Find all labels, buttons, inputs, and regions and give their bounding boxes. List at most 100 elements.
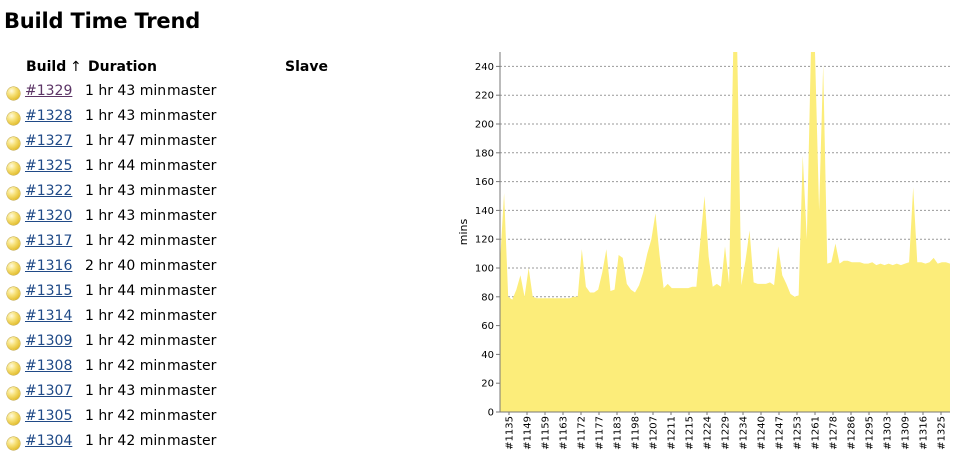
build-link[interactable]: #1320 — [25, 208, 73, 224]
duration-column-header[interactable]: Duration — [88, 59, 158, 75]
x-tick-label: #1247 — [775, 416, 786, 450]
x-tick-label: #1295 — [865, 416, 876, 450]
yellow-ball-icon — [7, 112, 20, 125]
table-row: #1322 1 hr 43 min master — [0, 181, 400, 206]
build-duration: 1 hr 44 min — [85, 283, 167, 299]
build-link[interactable]: #1328 — [25, 108, 73, 124]
build-slave: master — [167, 83, 217, 99]
build-slave: master — [167, 333, 217, 349]
x-tick-label: #1149 — [523, 416, 534, 450]
yellow-ball-icon — [7, 387, 20, 400]
x-tick-label: #1253 — [793, 416, 804, 450]
y-tick-label: 240 — [475, 62, 494, 73]
build-link[interactable]: #1309 — [25, 333, 73, 349]
build-link[interactable]: #1327 — [25, 133, 73, 149]
x-tick-label: #1261 — [811, 416, 822, 450]
table-row: #1309 1 hr 42 min master — [0, 331, 400, 356]
yellow-ball-icon — [7, 362, 20, 375]
table-row: #1316 2 hr 40 min master — [0, 256, 400, 281]
build-link[interactable]: #1304 — [25, 433, 73, 449]
build-duration: 1 hr 43 min — [85, 208, 167, 224]
x-tick-label: #1325 — [937, 416, 948, 450]
x-tick-label: #1278 — [829, 416, 840, 450]
build-link[interactable]: #1307 — [25, 383, 73, 399]
build-duration: 1 hr 47 min — [85, 133, 167, 149]
build-link[interactable]: #1308 — [25, 358, 73, 374]
build-slave: master — [167, 208, 217, 224]
x-tick-label: #1135 — [505, 416, 516, 450]
table-row: #1308 1 hr 42 min master — [0, 356, 400, 381]
x-tick-label: #1163 — [559, 416, 570, 450]
build-link[interactable]: #1305 — [25, 408, 73, 424]
y-axis-label: mins — [457, 218, 470, 245]
y-tick-label: 140 — [475, 206, 494, 217]
x-tick-label: #1240 — [757, 416, 768, 450]
y-tick-label: 20 — [481, 379, 494, 390]
y-tick-label: 180 — [475, 148, 494, 159]
x-tick-label: #1183 — [613, 416, 624, 450]
sort-ascending-icon[interactable]: ↑ — [70, 59, 82, 75]
x-tick-label: #1211 — [667, 416, 678, 450]
build-slave: master — [167, 108, 217, 124]
build-duration-area — [500, 52, 950, 412]
build-link[interactable]: #1322 — [25, 183, 73, 199]
x-tick-label: #1177 — [595, 416, 606, 450]
yellow-ball-icon — [7, 237, 20, 250]
table-row: #1314 1 hr 42 min master — [0, 306, 400, 331]
table-row: #1304 1 hr 42 min master — [0, 431, 400, 456]
x-tick-label: #1234 — [739, 416, 750, 450]
y-tick-label: 100 — [475, 264, 494, 275]
build-link[interactable]: #1315 — [25, 283, 73, 299]
build-link[interactable]: #1316 — [25, 258, 73, 274]
x-tick-label: #1286 — [847, 416, 858, 450]
build-duration: 1 hr 42 min — [85, 433, 167, 449]
table-row: #1328 1 hr 43 min master — [0, 106, 400, 131]
y-tick-label: 40 — [481, 350, 494, 361]
x-tick-label: #1316 — [919, 416, 930, 450]
build-column-header[interactable]: Build — [26, 59, 67, 75]
table-row: #1305 1 hr 42 min master — [0, 406, 400, 431]
build-duration: 1 hr 42 min — [85, 358, 167, 374]
build-duration: 2 hr 40 min — [85, 258, 167, 274]
yellow-ball-icon — [7, 212, 20, 225]
y-tick-label: 200 — [475, 120, 494, 131]
table-row: #1315 1 hr 44 min master — [0, 281, 400, 306]
build-slave: master — [167, 383, 217, 399]
y-tick-label: 0 — [488, 408, 494, 419]
build-slave: master — [167, 133, 217, 149]
x-tick-label: #1172 — [577, 416, 588, 450]
y-tick-label: 80 — [481, 292, 494, 303]
build-slave: master — [167, 433, 217, 449]
build-slave: master — [167, 408, 217, 424]
build-link[interactable]: #1314 — [25, 308, 73, 324]
build-slave: master — [167, 358, 217, 374]
build-duration: 1 hr 42 min — [85, 308, 167, 324]
build-duration: 1 hr 44 min — [85, 158, 167, 174]
yellow-ball-icon — [7, 412, 20, 425]
table-row: #1325 1 hr 44 min master — [0, 156, 400, 181]
yellow-ball-icon — [7, 437, 20, 450]
build-link[interactable]: #1329 — [25, 83, 73, 99]
build-slave: master — [167, 183, 217, 199]
slave-column-header[interactable]: Slave — [285, 59, 328, 75]
x-tick-label: #1303 — [883, 416, 894, 450]
table-row: #1327 1 hr 47 min master — [0, 131, 400, 156]
build-link[interactable]: #1325 — [25, 158, 73, 174]
y-tick-label: 160 — [475, 177, 494, 188]
yellow-ball-icon — [7, 337, 20, 350]
y-tick-label: 220 — [475, 91, 494, 102]
build-duration: 1 hr 42 min — [85, 333, 167, 349]
x-tick-label: #1198 — [631, 416, 642, 450]
yellow-ball-icon — [7, 162, 20, 175]
build-duration: 1 hr 42 min — [85, 408, 167, 424]
yellow-ball-icon — [7, 262, 20, 275]
x-tick-label: #1229 — [721, 416, 732, 450]
build-duration: 1 hr 42 min — [85, 233, 167, 249]
build-slave: master — [167, 233, 217, 249]
x-tick-label: #1159 — [541, 416, 552, 450]
build-link[interactable]: #1317 — [25, 233, 73, 249]
yellow-ball-icon — [7, 187, 20, 200]
table-row: #1329 1 hr 43 min master — [0, 81, 400, 106]
x-tick-label: #1215 — [685, 416, 696, 450]
table-row: #1307 1 hr 43 min master — [0, 381, 400, 406]
